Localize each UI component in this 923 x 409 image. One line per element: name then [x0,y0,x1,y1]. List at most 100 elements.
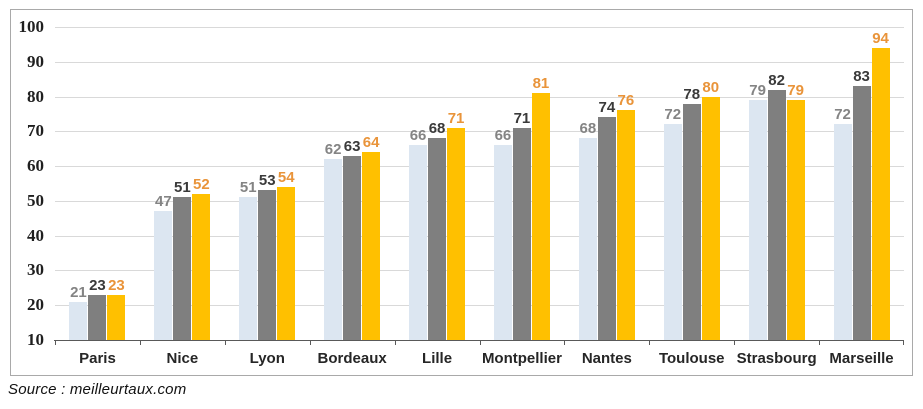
bar-value-label: 74 [598,99,616,117]
x-axis-tick [903,340,904,345]
bar-group: 68 74 76 [564,27,649,340]
bar-value-label: 63 [343,137,361,155]
bar-series-gold: 64 [362,135,381,340]
bar-value-label: 82 [768,71,785,89]
bar-series-gold: 23 [107,277,126,340]
y-axis-label: 80 [27,86,44,106]
y-axis-label: 90 [27,51,44,71]
bar-series-gold: 52 [192,176,211,340]
x-axis-tick [734,340,736,345]
bar-series-light-blue: 21 [69,284,88,340]
bar-value-label: 80 [702,78,720,96]
y-axis-label: 60 [27,156,44,176]
y-axis-label: 10 [27,330,44,349]
bar-series-light-blue: 68 [578,121,597,340]
x-axis-label: Nantes [581,350,632,367]
bar-series-light-blue: 79 [748,83,767,340]
bar-series-gray: 51 [173,180,192,340]
bar-group: 66 68 71 [395,27,480,340]
y-axis-label: 50 [27,190,44,210]
bar-value-label: 23 [108,276,125,294]
x-axis-label: Bordeaux [317,350,387,367]
x-axis-tick [139,340,141,345]
bar-value-label: 64 [362,134,380,152]
bar-group: 51 53 54 [225,27,310,340]
bar-series-light-blue: 66 [409,128,428,340]
bar-group: 66 71 81 [480,27,565,340]
bar-value-label: 72 [834,106,851,124]
bar-value-label: 47 [154,193,172,211]
bar-series-gray: 63 [343,138,362,340]
bar-value-label: 54 [277,168,295,186]
gridline [55,61,904,63]
x-axis-label: Paris [79,350,116,367]
x-axis-tick [224,340,226,345]
bar-series-gray: 74 [597,100,616,340]
bar-series-gold: 54 [277,169,296,340]
gridline [55,235,904,237]
bar-value-label: 72 [664,106,682,124]
x-axis-label: Lille [422,350,453,367]
y-axis-label: 20 [27,295,44,315]
bar-series-light-blue: 72 [833,107,852,340]
y-axis: 100 90 80 70 60 50 40 30 20 10 [12,18,49,349]
bar-value-label: 53 [258,172,276,190]
bar-value-label: 68 [579,120,597,138]
bar-series-light-blue: 62 [324,142,343,340]
bar-value-label: 51 [239,179,257,197]
bar-group: 72 78 80 [649,27,734,340]
bar-series-gray: 23 [88,277,107,340]
x-axis-label: Nice [166,350,199,367]
bar-series-gray: 82 [767,72,786,340]
bar-group: 62 63 64 [310,27,395,340]
source-text: Source : meilleurtaux.com [8,381,187,398]
bar-group: 79 82 79 [734,27,819,340]
bar-series-gold: 81 [531,76,550,340]
y-axis-label: 70 [27,121,44,141]
bar-series-light-blue: 47 [154,194,173,340]
x-axis-tick [564,340,566,345]
bar-value-label: 94 [872,29,889,47]
bar-value-label: 71 [513,109,531,127]
bar-value-label: 81 [532,75,550,93]
x-axis-label: Toulouse [658,350,725,367]
chart-frame: 100 90 80 70 60 50 40 30 20 10 21 23 23 47 51 52 51 53 54… [10,9,913,376]
x-axis-tick [309,340,311,345]
x-axis-line [54,340,904,341]
bar-series-gray: 83 [852,69,871,340]
bar-value-label: 62 [324,141,342,159]
x-axis-tick [394,340,396,345]
bar-value-label: 78 [683,85,701,103]
y-axis-label: 100 [18,17,45,36]
bar-series-light-blue: 72 [663,107,682,340]
x-axis-label: Lyon [249,350,285,367]
bar-series-light-blue: 51 [239,180,258,340]
gridline [55,27,904,28]
bar-value-label: 21 [70,283,87,301]
x-axis-tick [819,340,821,345]
x-axis-tick [55,340,56,345]
gridline [55,131,904,133]
gridline [55,305,904,307]
gridline [55,96,904,98]
bar-series-gray: 53 [258,173,277,340]
y-axis-label: 40 [27,225,44,245]
bar-value-label: 51 [173,179,191,197]
gridline [55,166,904,168]
x-axis-labels: Paris Nice Lyon Bordeaux Lille Montpellier Nan… [55,348,904,370]
x-axis-label: Marseille [829,350,894,367]
y-axis-label: 30 [27,260,44,280]
bar-group: 72 83 94 [819,27,904,340]
bar-series-gold: 79 [786,83,805,340]
bar-value-label: 83 [853,68,870,86]
x-axis-tick [649,340,651,345]
x-axis-tick [479,340,481,345]
bar-value-label: 68 [428,120,446,138]
x-axis-label: Montpellier [481,350,562,367]
gridline [55,200,904,202]
bar-series-gray: 68 [428,121,447,340]
bar-series-gold: 94 [871,30,890,340]
bar-series-gold: 71 [447,110,466,340]
bar-value-label: 71 [447,109,465,127]
